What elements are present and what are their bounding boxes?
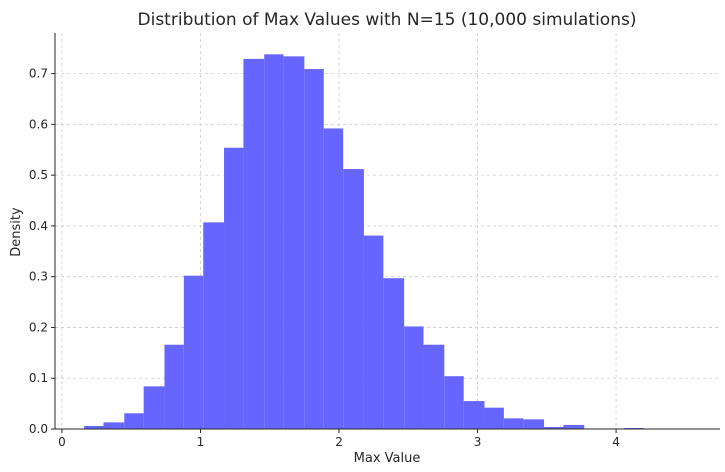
histogram-bar [264,54,284,429]
histogram-bar [444,376,464,429]
y-axis-label: Density [9,207,24,257]
x-axis-label: Max Value [354,451,421,466]
histogram-bar [304,69,324,430]
histogram-bar [84,425,104,429]
ticks: 0 1 2 3 4 0.0 0.1 0.2 0.3 0.4 0.5 0.6 0.7 [29,67,620,449]
x-tick-label: 1 [197,435,205,449]
x-tick-label: 2 [335,435,343,449]
histogram-bar [523,419,545,429]
x-tick-label: 4 [612,435,620,449]
histogram-bar [224,147,244,429]
histogram-bar [343,169,364,430]
histogram-bar [203,222,225,429]
histogram-bar [183,275,204,429]
histogram-bar [423,344,445,429]
histogram-bar [463,401,485,429]
y-tick-label: 0.4 [29,219,48,233]
histogram-bar [283,56,305,429]
histogram-bar [124,413,144,429]
histogram-bar [624,427,644,429]
y-tick-label: 0.1 [29,371,48,385]
chart-title: Distribution of Max Values with N=15 (10… [138,10,637,30]
histogram-bar [363,235,384,429]
histogram-bar [383,278,405,429]
histogram-bar [243,58,265,430]
axes [54,33,720,430]
histogram-bar [103,422,125,429]
histogram-bar [323,128,344,429]
histogram-bar [503,418,524,429]
x-tick-label: 3 [474,435,482,449]
y-tick-label: 0.5 [29,168,48,182]
histogram-bar [164,344,184,429]
bars [84,54,644,430]
y-tick-label: 0.3 [29,270,48,284]
histogram-bar [544,426,564,429]
histogram-bar [484,407,504,429]
y-tick-label: 0.7 [29,67,48,81]
y-tick-label: 0.2 [29,320,48,334]
histogram-bar [143,386,165,429]
histogram-bar [563,424,585,429]
histogram-bar [404,326,424,429]
y-tick-label: 0.6 [29,117,48,131]
y-tick-label: 0.0 [29,422,48,436]
x-tick-label: 0 [58,435,66,449]
